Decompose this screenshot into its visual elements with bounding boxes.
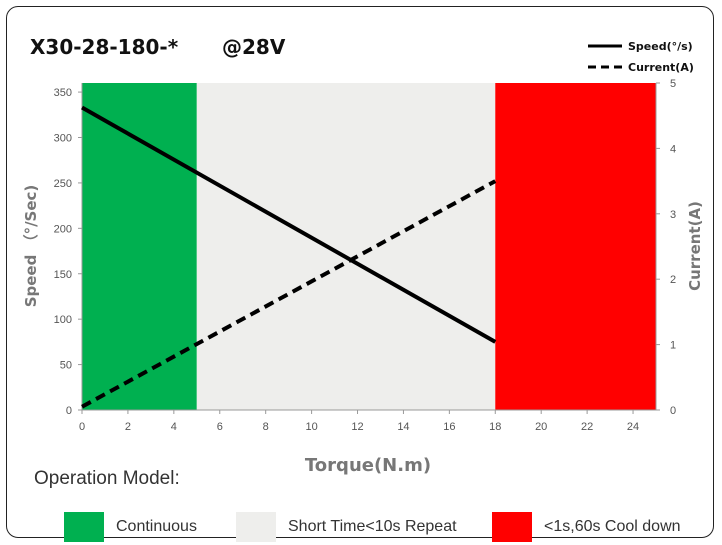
- y-tick-label: 350: [54, 87, 72, 99]
- x-tick-label: 10: [305, 421, 317, 433]
- x-tick-label: 2: [125, 421, 131, 433]
- x-axis-title: Torque(N.m): [305, 455, 431, 476]
- tick-labels: 0 2 4 6 8 10 12 14 16 18 20 22 240501001502002503003…: [54, 78, 676, 433]
- series-lines: [81, 105, 497, 409]
- cool-down-swatch: [492, 512, 532, 542]
- y-tick-label: 300: [54, 133, 72, 145]
- x-tick-label: 4: [171, 421, 177, 433]
- speed-series-line: [81, 105, 497, 344]
- y2-tick-label: 1: [670, 340, 676, 352]
- operation-regions: [82, 83, 656, 410]
- continuous-label: Continuous: [116, 518, 197, 535]
- y-tick-label: 200: [54, 223, 72, 235]
- y-axis-title: Speed （°/Sec): [22, 185, 40, 308]
- region-0: [82, 83, 197, 410]
- x-tick-label: 16: [443, 421, 455, 433]
- legend-current-label: Current(A): [628, 61, 694, 74]
- chart-title: X30-28-180-*: [30, 35, 179, 59]
- operation-item-cool-down: <1s,60s Cool down: [492, 512, 681, 542]
- short-time-swatch: [236, 512, 276, 542]
- y-tick-label: 250: [54, 178, 72, 190]
- x-tick-label: 14: [397, 421, 409, 433]
- region-1: [196, 83, 496, 410]
- y2-tick-label: 3: [670, 209, 676, 221]
- y-tick-label: 150: [54, 269, 72, 281]
- y-tick-label: 0: [66, 405, 72, 417]
- x-tick-label: 6: [217, 421, 223, 433]
- current-series-line: [81, 179, 497, 409]
- y2-tick-label: 0: [670, 405, 676, 417]
- x-tick-label: 8: [263, 421, 269, 433]
- legend-speed-label: Speed(°/s): [628, 40, 693, 53]
- y-tick-label: 100: [54, 314, 72, 326]
- y2-axis-title: Current(A): [686, 201, 704, 291]
- short-time-label: Short Time<10s Repeat: [288, 518, 457, 535]
- legend: Speed(°/s) Current(A): [588, 40, 694, 74]
- chart-subtitle: @28V: [222, 35, 286, 59]
- y2-tick-label: 4: [670, 143, 676, 155]
- y2-tick-label: 2: [670, 274, 676, 286]
- x-tick-label: 24: [627, 421, 639, 433]
- region-2: [495, 83, 656, 410]
- operation-item-continuous: Continuous: [64, 512, 197, 542]
- operation-item-short-time: Short Time<10s Repeat: [236, 512, 457, 542]
- cool-down-label: <1s,60s Cool down: [544, 518, 681, 535]
- x-tick-label: 0: [79, 421, 85, 433]
- x-tick-label: 20: [535, 421, 547, 433]
- x-tick-label: 22: [581, 421, 593, 433]
- operation-model-title: Operation Model:: [34, 468, 180, 489]
- x-tick-label: 18: [489, 421, 501, 433]
- continuous-swatch: [64, 512, 104, 542]
- x-tick-label: 12: [351, 421, 363, 433]
- y-tick-label: 50: [60, 360, 72, 372]
- y2-tick-label: 5: [670, 78, 676, 90]
